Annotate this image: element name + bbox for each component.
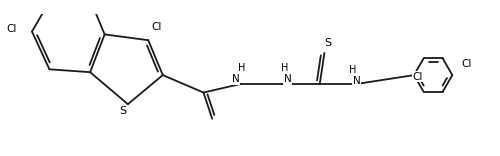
Text: H: H (238, 63, 245, 73)
Text: H: H (281, 63, 288, 73)
Text: Cl: Cl (462, 59, 471, 69)
Text: Cl: Cl (412, 72, 423, 82)
Text: S: S (120, 106, 127, 116)
Text: S: S (324, 38, 331, 48)
Text: N: N (232, 74, 239, 84)
Text: N: N (284, 74, 292, 84)
Text: Cl: Cl (6, 24, 17, 34)
Text: N: N (352, 76, 360, 86)
Text: H: H (349, 65, 356, 75)
Text: Cl: Cl (152, 22, 162, 32)
